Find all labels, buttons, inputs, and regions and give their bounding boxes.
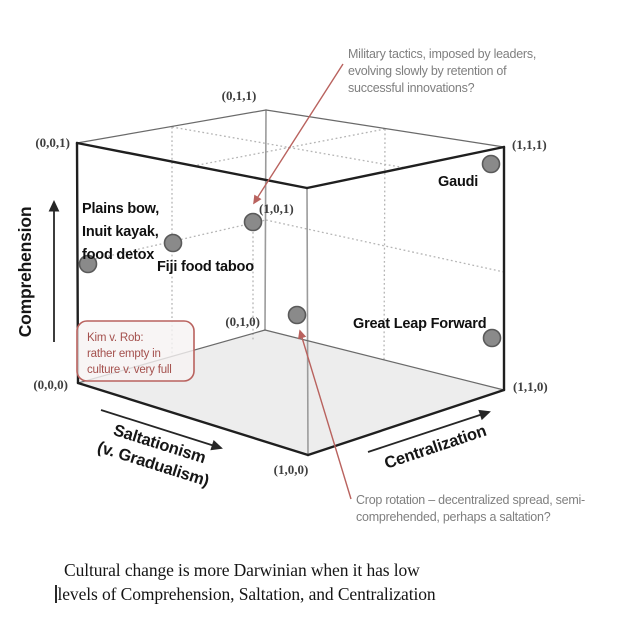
- caption-line-2-text: levels of Comprehension, Saltation, and …: [57, 584, 436, 604]
- data-point-fiji-food-taboo: [163, 233, 183, 253]
- crop-rotation-note: Crop rotation – decentralized spread, se…: [356, 493, 585, 524]
- corner-label-010: (0,1,0): [225, 314, 260, 329]
- grid-dotted-line: [383, 128, 386, 361]
- corner-label-000: (0,0,0): [33, 377, 68, 392]
- military-tactics-note-arrow: [253, 63, 344, 205]
- cube-edge: [264, 109, 267, 331]
- data-point-gaudi: [481, 154, 501, 174]
- crop-rotation-note-arrow: [298, 329, 352, 500]
- corner-label-011: (0,1,1): [222, 88, 257, 103]
- corner-label-111: (1,1,1): [512, 137, 547, 152]
- point-label-gaudi: Gaudi: [438, 174, 478, 190]
- kim-note-text: Kim v. Rob: rather empty in culture v. ver…: [87, 332, 172, 376]
- cube-diagram: Kim v. Rob: rather empty in culture v. ver…: [15, 47, 585, 524]
- cube-edge: [306, 187, 309, 456]
- data-point-great-leap-forward: [482, 328, 502, 348]
- cube-edge: [76, 381, 310, 457]
- saltationism-axis-arrow: [100, 409, 223, 451]
- caption: Cultural change is more Darwinian when i…: [55, 558, 525, 606]
- corner-label-101: (1,0,1): [259, 201, 294, 216]
- cube-edge: [265, 109, 505, 148]
- corner-label-001: (0,0,1): [35, 135, 70, 150]
- cube-edge: [75, 141, 309, 190]
- corner-label-100: (1,0,0): [274, 462, 309, 477]
- cube-edge: [264, 329, 505, 391]
- kim-note-box: [76, 320, 195, 382]
- point-label-plains-bow: Plains bow, Inuit kayak, food detox: [82, 201, 159, 263]
- military-tactics-note: Military tactics, imposed by leaders, evo…: [348, 47, 536, 95]
- grid-dotted-line: [77, 219, 267, 264]
- cube-edge: [306, 388, 506, 457]
- corner-label-110: (1,1,0): [513, 379, 548, 394]
- point-label-fiji-food-taboo: Fiji food taboo: [157, 259, 254, 275]
- cube-edge: [305, 145, 506, 190]
- point-label-great-leap-forward: Great Leap Forward: [353, 316, 486, 332]
- cube-edge: [76, 109, 267, 144]
- saltationism-axis-label: Saltationism(v. Gradualism): [95, 421, 211, 490]
- comprehension-axis-label: Comprehension: [15, 207, 35, 338]
- grid-dotted-line: [265, 219, 505, 273]
- caption-line-1: Cultural change is more Darwinian when i…: [64, 560, 420, 580]
- data-point-plains-bow: [78, 254, 98, 274]
- centralization-axis-arrow: [367, 409, 491, 453]
- text-cursor-icon: [55, 585, 57, 603]
- data-point-crop-rotation: [287, 305, 307, 325]
- caption-line-2: levels of Comprehension, Saltation, and …: [55, 582, 525, 606]
- data-point-military-tactics: [243, 212, 263, 232]
